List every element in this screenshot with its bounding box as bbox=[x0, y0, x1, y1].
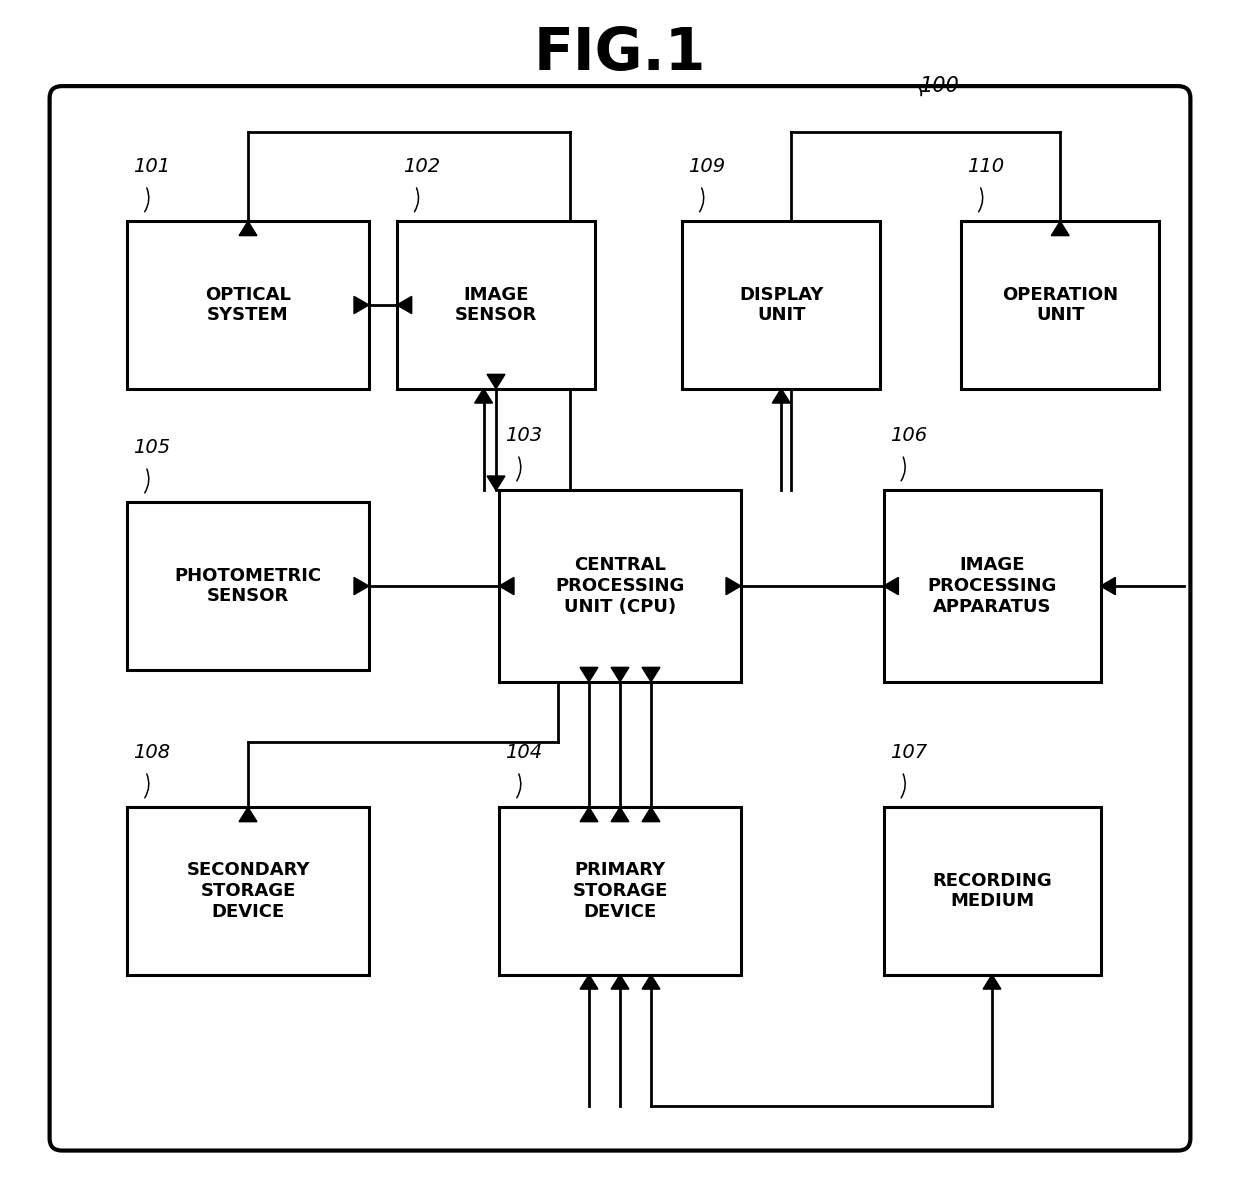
Text: IMAGE
PROCESSING
APPARATUS: IMAGE PROCESSING APPARATUS bbox=[928, 556, 1056, 616]
Text: RECORDING
MEDIUM: RECORDING MEDIUM bbox=[932, 872, 1052, 910]
Text: SECONDARY
STORAGE
DEVICE: SECONDARY STORAGE DEVICE bbox=[186, 861, 310, 921]
FancyBboxPatch shape bbox=[128, 221, 370, 389]
Polygon shape bbox=[727, 578, 742, 594]
Polygon shape bbox=[1052, 221, 1069, 236]
FancyBboxPatch shape bbox=[883, 490, 1101, 682]
Text: 106: 106 bbox=[890, 426, 926, 445]
Polygon shape bbox=[883, 578, 898, 594]
FancyBboxPatch shape bbox=[128, 807, 370, 975]
Polygon shape bbox=[580, 975, 598, 989]
Text: 103: 103 bbox=[506, 426, 542, 445]
FancyBboxPatch shape bbox=[961, 221, 1159, 389]
Polygon shape bbox=[580, 807, 598, 822]
FancyBboxPatch shape bbox=[498, 807, 740, 975]
Text: 109: 109 bbox=[688, 157, 725, 176]
Polygon shape bbox=[611, 975, 629, 989]
Polygon shape bbox=[475, 389, 492, 403]
FancyBboxPatch shape bbox=[128, 502, 370, 670]
Polygon shape bbox=[642, 975, 660, 989]
Polygon shape bbox=[397, 297, 412, 313]
Polygon shape bbox=[239, 221, 257, 236]
Text: 108: 108 bbox=[134, 743, 170, 762]
Polygon shape bbox=[611, 667, 629, 682]
Polygon shape bbox=[498, 578, 515, 594]
Polygon shape bbox=[355, 297, 370, 313]
Polygon shape bbox=[487, 476, 505, 490]
Text: CENTRAL
PROCESSING
UNIT (CPU): CENTRAL PROCESSING UNIT (CPU) bbox=[556, 556, 684, 616]
Polygon shape bbox=[355, 578, 370, 594]
Text: 104: 104 bbox=[506, 743, 542, 762]
Text: 102: 102 bbox=[403, 157, 440, 176]
Text: OPERATION
UNIT: OPERATION UNIT bbox=[1002, 286, 1118, 324]
Text: 110: 110 bbox=[967, 157, 1004, 176]
Text: OPTICAL
SYSTEM: OPTICAL SYSTEM bbox=[205, 286, 291, 324]
FancyBboxPatch shape bbox=[50, 86, 1190, 1151]
Polygon shape bbox=[487, 374, 505, 389]
Polygon shape bbox=[611, 807, 629, 822]
Text: PHOTOMETRIC
SENSOR: PHOTOMETRIC SENSOR bbox=[175, 567, 321, 605]
Text: DISPLAY
UNIT: DISPLAY UNIT bbox=[739, 286, 823, 324]
FancyBboxPatch shape bbox=[682, 221, 880, 389]
Polygon shape bbox=[642, 807, 660, 822]
Text: PRIMARY
STORAGE
DEVICE: PRIMARY STORAGE DEVICE bbox=[573, 861, 667, 921]
Text: 100: 100 bbox=[920, 77, 960, 96]
Text: 105: 105 bbox=[134, 438, 170, 457]
Polygon shape bbox=[642, 667, 660, 682]
Text: 107: 107 bbox=[890, 743, 926, 762]
Polygon shape bbox=[239, 807, 257, 822]
FancyBboxPatch shape bbox=[498, 490, 740, 682]
Polygon shape bbox=[1101, 578, 1116, 594]
Text: FIG.1: FIG.1 bbox=[533, 25, 707, 83]
Polygon shape bbox=[773, 389, 790, 403]
Text: IMAGE
SENSOR: IMAGE SENSOR bbox=[455, 286, 537, 324]
Polygon shape bbox=[983, 975, 1001, 989]
Polygon shape bbox=[580, 667, 598, 682]
FancyBboxPatch shape bbox=[397, 221, 595, 389]
Text: 101: 101 bbox=[134, 157, 170, 176]
FancyBboxPatch shape bbox=[883, 807, 1101, 975]
